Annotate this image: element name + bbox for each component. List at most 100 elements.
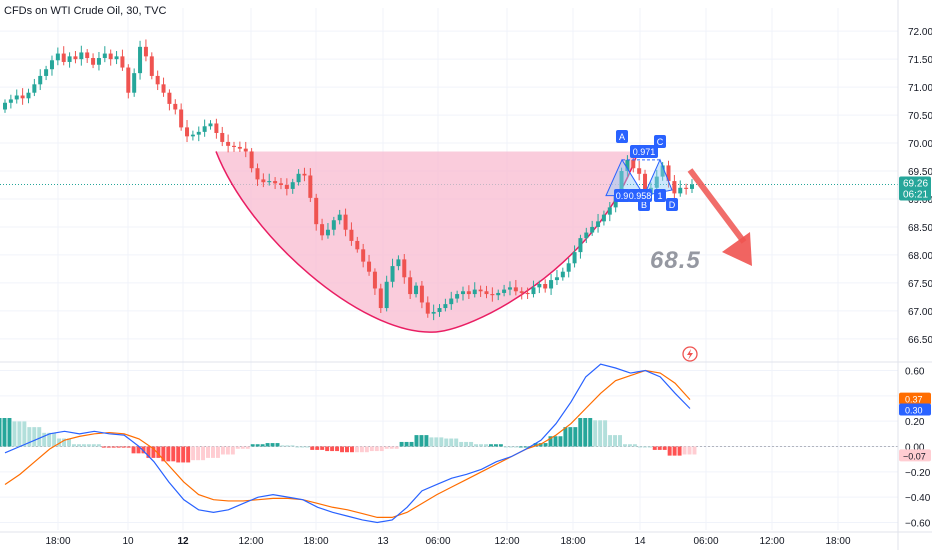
candle-body [631,159,636,169]
flash-icon[interactable] [682,346,698,362]
macd-histogram-bar [111,446,116,448]
candle-body [531,287,536,295]
candle-body [437,308,442,312]
macd-histogram-bar [444,438,449,447]
macd-histogram-bar [17,421,22,447]
macd-histogram-bar [573,427,578,447]
candle-body [431,311,436,314]
macd-histogram-bar [166,446,171,462]
macd-histogram-bar [210,446,215,458]
candle-body [114,56,119,60]
macd-histogram-bar [225,446,230,455]
macd-histogram-bar [206,446,210,458]
candle-body [120,56,125,68]
macd-histogram-bar [498,444,503,447]
harmonic-ratio-label: 1 [657,191,662,201]
macd-histogram-bar [275,443,280,447]
candle-body [161,84,166,93]
candle-body [543,284,548,289]
candle-body [44,69,49,76]
macd-histogram-bar [22,421,27,447]
macd-value-badge [899,403,931,416]
price-y-tick-label: 70.50 [908,111,932,122]
histogram-value-badge [899,449,931,462]
macd-histogram-bar [508,446,513,448]
last-price-label: 69.26 [903,178,928,189]
candle-body [643,173,648,195]
macd-histogram-bar [96,444,101,447]
candle-body [378,288,383,309]
x-tick-label: 18:00 [825,536,850,547]
candle-body [549,280,554,289]
candle-body [484,291,489,295]
macd-histogram-bar [618,435,622,447]
candle-body [261,179,266,183]
candle-body [343,214,348,230]
candle-body [396,259,401,267]
candle-body [367,261,372,272]
candle-body [502,289,507,293]
macd-histogram-bar [543,443,548,447]
candle-body [560,271,565,278]
harmonic-point-label: B [641,200,647,210]
candle-body [73,56,78,60]
macd-histogram-bar [42,432,47,447]
price-y-tick-label: 72.00 [908,27,932,38]
macd-histogram-bar [558,436,563,447]
macd-histogram-bar [642,446,647,448]
candle-body [625,159,630,172]
macd-histogram-bar [563,427,568,447]
price-y-tick-label: 67.50 [908,279,932,290]
macd-histogram-bar [230,446,235,455]
macd-histogram-bar [76,444,81,447]
candle-body [537,284,542,288]
macd-histogram-bar [12,421,17,447]
macd-histogram-bar [682,446,687,455]
candle-body [590,226,595,233]
harmonic-point-badge [616,130,628,143]
candle-body [126,67,131,93]
harmonic-point-badge [666,198,678,211]
candle-body [202,126,207,132]
projection-arrow-shaft [687,168,747,244]
macd-histogram-bar [484,444,488,447]
macd-histogram-bar [315,446,320,450]
macd-histogram-bar [220,446,225,455]
candle-body [414,285,419,295]
macd-histogram-bar [191,446,196,461]
macd-histogram-bar [0,418,2,447]
macd-histogram-bar [181,446,186,463]
macd-histogram-bar [479,444,484,447]
macd-histogram-bar [603,420,608,447]
macd-histogram-bar [538,443,543,447]
candle-body [96,58,101,65]
candle-body [273,181,278,184]
macd-histogram-bar [568,427,573,447]
candle-body [14,95,19,100]
x-tick-label: 12:00 [759,536,784,547]
macd-histogram-bar [176,446,181,463]
macd-histogram-bar [255,444,260,447]
candle-body [91,58,96,65]
x-tick-label: 12:00 [494,536,519,547]
harmonic-ratio-label: 0.9 [616,191,629,201]
macd-histogram-bar [330,446,335,452]
macd-y-tick-label: −0.20 [905,468,931,479]
candle-body [654,176,659,188]
x-tick-label: 06:00 [425,536,450,547]
candle-body [167,92,172,104]
candle-body [20,95,25,99]
candle-body [208,123,213,127]
candle-body [637,168,642,174]
candle-body [226,141,231,146]
macd-histogram-bar [121,446,126,448]
candle-body [666,165,671,182]
last-price-badge [899,176,931,201]
macd-y-tick-label: −0.40 [905,493,931,504]
macd-line [4,363,691,524]
candle-body [566,263,571,272]
macd-histogram-bar [692,446,697,455]
macd-histogram-bar [215,446,220,458]
